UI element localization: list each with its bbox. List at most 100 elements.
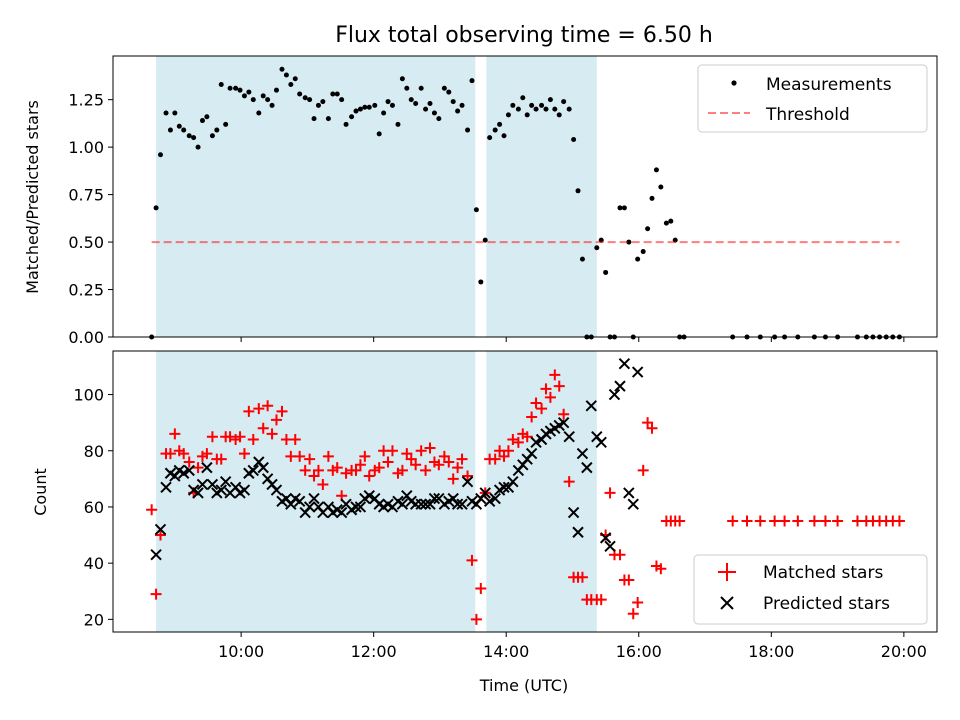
predicted-stars-point xyxy=(479,487,491,499)
measurements-point xyxy=(473,207,479,213)
predicted-stars-point xyxy=(507,475,519,488)
matched-stars-point xyxy=(382,456,394,468)
measurements-point xyxy=(441,85,447,91)
matched-stars-point xyxy=(238,448,250,460)
matched-stars-point xyxy=(154,529,166,541)
measurements-point xyxy=(288,81,294,87)
measurements-point xyxy=(237,87,243,93)
measurements-point xyxy=(505,112,511,118)
matched-stars-point xyxy=(521,431,533,443)
measurements-point xyxy=(325,116,331,122)
measurements-point xyxy=(349,114,355,120)
matched-stars-point xyxy=(632,596,644,608)
matched-stars-point xyxy=(243,405,255,417)
bottom-xtick-label: 10:00 xyxy=(218,642,264,661)
top-ytick-label: 1.25 xyxy=(68,91,104,110)
predicted-stars-point xyxy=(498,481,510,493)
measurements-point xyxy=(223,121,229,127)
legend-measurements-marker xyxy=(731,80,737,86)
predicted-stars-point xyxy=(354,501,367,513)
measurements-point xyxy=(199,118,205,124)
predicted-stars-point xyxy=(350,501,362,513)
predicted-stars-point xyxy=(177,467,190,479)
matched-stars-point xyxy=(447,473,459,485)
predicted-stars-point xyxy=(238,484,251,496)
measurements-point xyxy=(233,85,239,91)
bottom-panel: 10:00 12:00 14:00 16:00 18:00 20:00 20 40 60 80 10… xyxy=(31,350,938,695)
bottom-legend-box xyxy=(693,554,928,625)
legend-matched-marker xyxy=(718,563,736,581)
measurements-point xyxy=(663,220,669,226)
measurements-point xyxy=(389,102,395,108)
matched-stars-point xyxy=(247,434,259,446)
bottom-ytick-label: 60 xyxy=(84,498,104,517)
predicted-stars-point xyxy=(572,526,584,538)
predicted-stars-point xyxy=(219,475,232,488)
measurements-point xyxy=(658,184,664,190)
matched-stars-point xyxy=(396,464,408,476)
matched-stars-point xyxy=(354,459,366,471)
measurements-point xyxy=(552,106,558,112)
measurements-point xyxy=(283,72,289,78)
matched-stars-point xyxy=(674,515,686,527)
measurements-point xyxy=(520,95,526,101)
measurements-point xyxy=(645,226,651,232)
bottom-axes-frame xyxy=(112,350,938,633)
measurements-point xyxy=(307,97,313,103)
matched-stars-point xyxy=(462,470,474,482)
matched-stars-point xyxy=(741,515,753,527)
measurements-point xyxy=(320,99,326,105)
matched-stars-point xyxy=(317,478,329,490)
matched-stars-point xyxy=(178,448,190,460)
predicted-stars-point xyxy=(303,501,316,513)
matched-stars-point xyxy=(769,515,781,527)
top-ytick-label: 0.75 xyxy=(68,186,104,205)
measurements-point xyxy=(176,123,182,129)
predicted-stars-point xyxy=(154,523,167,536)
predicted-stars-point xyxy=(428,492,441,505)
measurements-point xyxy=(157,152,163,158)
bottom-ytick-label: 100 xyxy=(73,386,104,405)
predicted-stars-point xyxy=(160,481,172,493)
top-ytick-label: 0.50 xyxy=(68,233,104,252)
top-ytick-label: 0.25 xyxy=(68,281,104,300)
measurements-point xyxy=(524,112,530,118)
matched-stars-point xyxy=(893,515,905,527)
matched-stars-point xyxy=(544,391,556,403)
measurements-point xyxy=(404,85,410,91)
measurements-point xyxy=(579,256,585,262)
predicted-stars-point xyxy=(483,495,496,508)
predicted-stars-point xyxy=(576,447,589,460)
measurements-point xyxy=(399,76,405,82)
matched-stars-point xyxy=(540,383,552,395)
measurements-point xyxy=(260,93,266,99)
measurements-point xyxy=(482,237,488,243)
matched-stars-point xyxy=(386,445,398,457)
matched-stars-point xyxy=(363,470,375,482)
matched-stars-point xyxy=(563,476,575,488)
measurements-point xyxy=(497,121,503,127)
predicted-stars-point xyxy=(215,484,227,496)
measurements-point xyxy=(218,81,224,87)
measurements-point xyxy=(381,110,387,116)
measurements-point xyxy=(315,102,321,108)
measurements-point xyxy=(186,133,192,139)
predicted-stars-point xyxy=(604,540,616,553)
matched-stars-point xyxy=(183,456,195,468)
measurements-point xyxy=(227,85,233,91)
measurements-point xyxy=(418,85,424,91)
chart-title: Flux total observing time = 6.50 h xyxy=(335,23,713,48)
matched-stars-point xyxy=(576,571,588,583)
matched-stars-point xyxy=(224,431,236,443)
measurements-point xyxy=(292,76,298,82)
matched-stars-point xyxy=(253,403,265,415)
matched-stars-point xyxy=(627,608,639,620)
predicted-stars-point xyxy=(206,478,219,491)
matched-stars-point xyxy=(530,397,542,409)
measurements-point xyxy=(446,89,452,95)
measurements-point xyxy=(626,239,632,245)
measurements-point xyxy=(163,110,169,116)
measurements-point xyxy=(353,108,359,114)
matched-stars-point xyxy=(637,464,649,476)
